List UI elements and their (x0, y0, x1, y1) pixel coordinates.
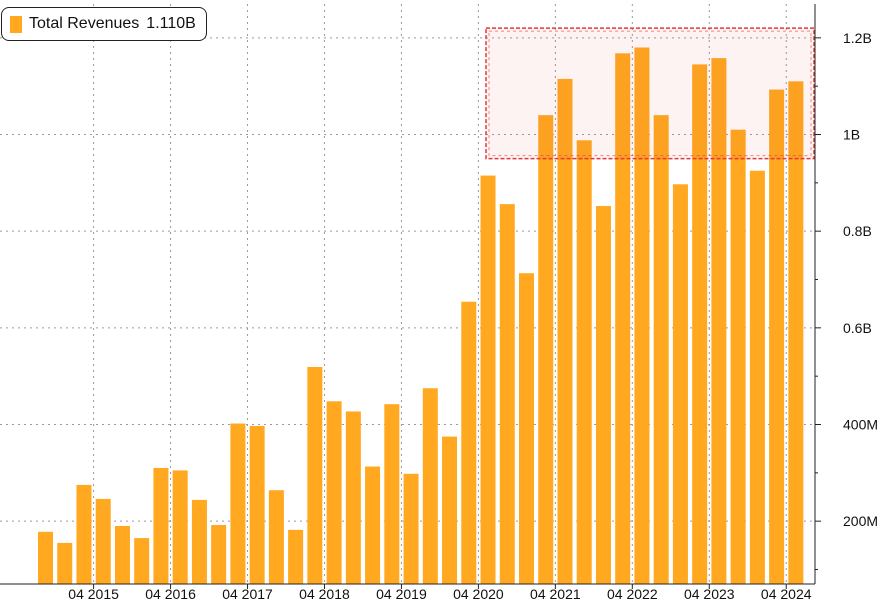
x-tick-label: 04 2023 (684, 586, 735, 600)
bar (38, 531, 53, 584)
bar (114, 526, 130, 584)
bar (480, 175, 496, 585)
bar (422, 388, 438, 584)
bar (57, 542, 73, 584)
y-tick-label: 0.6B (843, 320, 872, 336)
bar (538, 115, 554, 585)
bars (38, 47, 804, 585)
bar (557, 78, 573, 585)
bar (653, 115, 669, 585)
bar (595, 206, 611, 585)
bar (230, 423, 246, 584)
highlight-rect (485, 27, 815, 160)
bar (95, 498, 111, 584)
bar (519, 273, 534, 584)
bar (288, 529, 304, 584)
bar (615, 53, 631, 585)
bar (191, 499, 207, 584)
x-tick-label: 04 2019 (376, 586, 427, 600)
bar (672, 184, 688, 585)
bar (172, 470, 188, 584)
x-axis: 04 2015 04 2016 04 2017 04 2018 04 2019 04 20… (0, 583, 815, 600)
bar (576, 140, 592, 585)
x-tick-label: 04 2015 (68, 586, 119, 600)
bar (769, 89, 785, 585)
bar (211, 525, 227, 584)
bar (307, 366, 323, 584)
x-tick-label: 04 2017 (222, 586, 273, 600)
y-tick-label: 400M (843, 417, 878, 433)
bar (461, 301, 477, 584)
highlight-box (485, 27, 815, 160)
bar (249, 425, 265, 584)
bar (268, 490, 284, 584)
highlight-rect-inner (488, 30, 812, 157)
bar (499, 204, 515, 584)
bar (634, 47, 650, 584)
x-tick-label: 04 2016 (145, 586, 196, 600)
x-tick-label: 04 2018 (299, 586, 350, 600)
x-tick-label: 04 2024 (761, 586, 812, 600)
x-tick-label: 04 2020 (453, 586, 504, 600)
bar (326, 401, 342, 584)
bar (76, 484, 92, 584)
x-tick-label: 04 2022 (607, 586, 658, 600)
bar (153, 468, 169, 584)
y-tick-label: 0.8B (843, 223, 872, 239)
legend-series-label: Total Revenues (29, 15, 140, 32)
legend: Total Revenues 1.110B (1, 7, 207, 41)
x-tick-label: 04 2021 (530, 586, 581, 600)
bar (403, 473, 419, 584)
bar (134, 538, 150, 584)
bar (384, 404, 400, 584)
legend-swatch (10, 15, 22, 33)
y-tick-label: 200M (843, 513, 878, 529)
y-axis: 200M 400M 0.6B 0.8B 1B 1.2B (814, 4, 878, 584)
y-tick-label: 1B (843, 127, 860, 143)
bar (442, 436, 458, 584)
bar (788, 81, 804, 584)
bar (692, 64, 708, 584)
y-tick-label: 1.2B (843, 30, 872, 46)
bar (730, 129, 746, 584)
bar (711, 58, 727, 584)
legend-last-value: 1.110B (146, 15, 196, 32)
bar (749, 170, 765, 584)
bar (365, 466, 381, 584)
bar (345, 411, 361, 584)
